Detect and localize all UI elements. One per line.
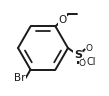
Text: O: O bbox=[86, 44, 93, 53]
Text: ": " bbox=[80, 50, 84, 59]
Text: Cl: Cl bbox=[87, 57, 96, 67]
Text: S: S bbox=[74, 50, 82, 60]
Text: O: O bbox=[79, 59, 86, 68]
Text: O: O bbox=[58, 15, 66, 25]
Text: Br: Br bbox=[14, 73, 25, 83]
